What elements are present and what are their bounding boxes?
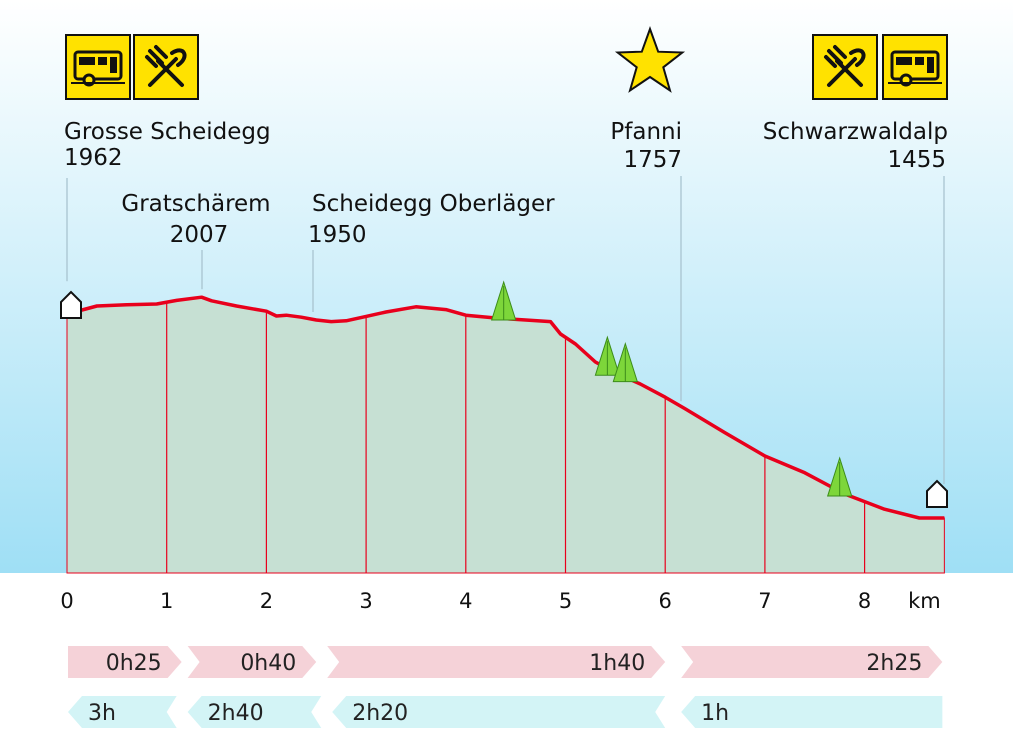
return-time-arrow: [187, 696, 322, 728]
return-time-label: 1h: [701, 701, 729, 726]
x-tick-label: 0: [60, 589, 73, 613]
location-name-label: Scheidegg Oberläger: [312, 191, 555, 217]
x-tick-label: 8: [858, 589, 871, 613]
x-tick-label: 5: [559, 589, 572, 613]
bus-window: [896, 57, 912, 65]
return-time-arrow: [332, 696, 666, 728]
location-elevation-label: 1757: [623, 147, 682, 173]
bus-door: [927, 57, 934, 73]
bus-icon-tile: [882, 34, 948, 100]
location-elevation-label: 1962: [64, 145, 123, 171]
star-icon: [614, 26, 686, 93]
x-tick-label: 7: [758, 589, 771, 613]
location-name-label: Schwarzwaldalp: [763, 119, 948, 145]
bus-window: [98, 57, 107, 65]
bus-icon: [882, 34, 948, 100]
x-tick-label: 3: [359, 589, 372, 613]
return-time-label: 3h: [88, 701, 116, 726]
return-time-label: 2h40: [208, 701, 264, 726]
x-tick-label: 1: [160, 589, 173, 613]
hut-marker-icon: [926, 479, 948, 508]
restaurant-icon: [812, 34, 878, 100]
location-elevation-label: 1950: [308, 222, 367, 248]
knife-icon: [824, 45, 863, 87]
restaurant-icon: [133, 34, 199, 100]
bus-icon-tile: [65, 34, 131, 100]
forward-time-arrow: [327, 646, 666, 678]
return-time-arrow: [68, 696, 177, 728]
fork-icon: [148, 48, 187, 87]
x-tick-label: 2: [260, 589, 273, 613]
location-elevation-label: 1455: [887, 147, 946, 173]
forward-time-arrow: [187, 646, 317, 678]
forward-time-arrow: [68, 646, 182, 678]
forward-time-label: 0h25: [106, 651, 162, 676]
knife-icon: [145, 45, 184, 87]
forward-time-arrow: [681, 646, 943, 678]
bus-door: [110, 57, 117, 73]
bus-window: [79, 57, 95, 65]
bus-icon: [65, 34, 131, 100]
return-time-label: 2h20: [352, 701, 408, 726]
forward-time-label: 2h25: [866, 651, 922, 676]
location-name-label: Pfanni: [610, 119, 682, 145]
x-tick-label: 4: [459, 589, 472, 613]
x-unit-label: km: [908, 589, 941, 613]
x-tick-label: 6: [659, 589, 672, 613]
hut-marker-icon: [60, 290, 82, 319]
forward-time-label: 1h40: [589, 651, 645, 676]
location-elevation-label: 2007: [170, 222, 229, 248]
profile-line: [66, 295, 945, 520]
bus-body: [890, 50, 940, 81]
location-name-label: Grosse Scheidegg: [64, 119, 271, 145]
fork-icon: [827, 48, 866, 87]
forward-time-label: 0h40: [240, 651, 296, 676]
bus-window: [915, 57, 924, 65]
bus-body: [73, 50, 123, 81]
location-name-label: Gratschärem: [121, 191, 270, 217]
return-time-arrow: [681, 696, 943, 728]
